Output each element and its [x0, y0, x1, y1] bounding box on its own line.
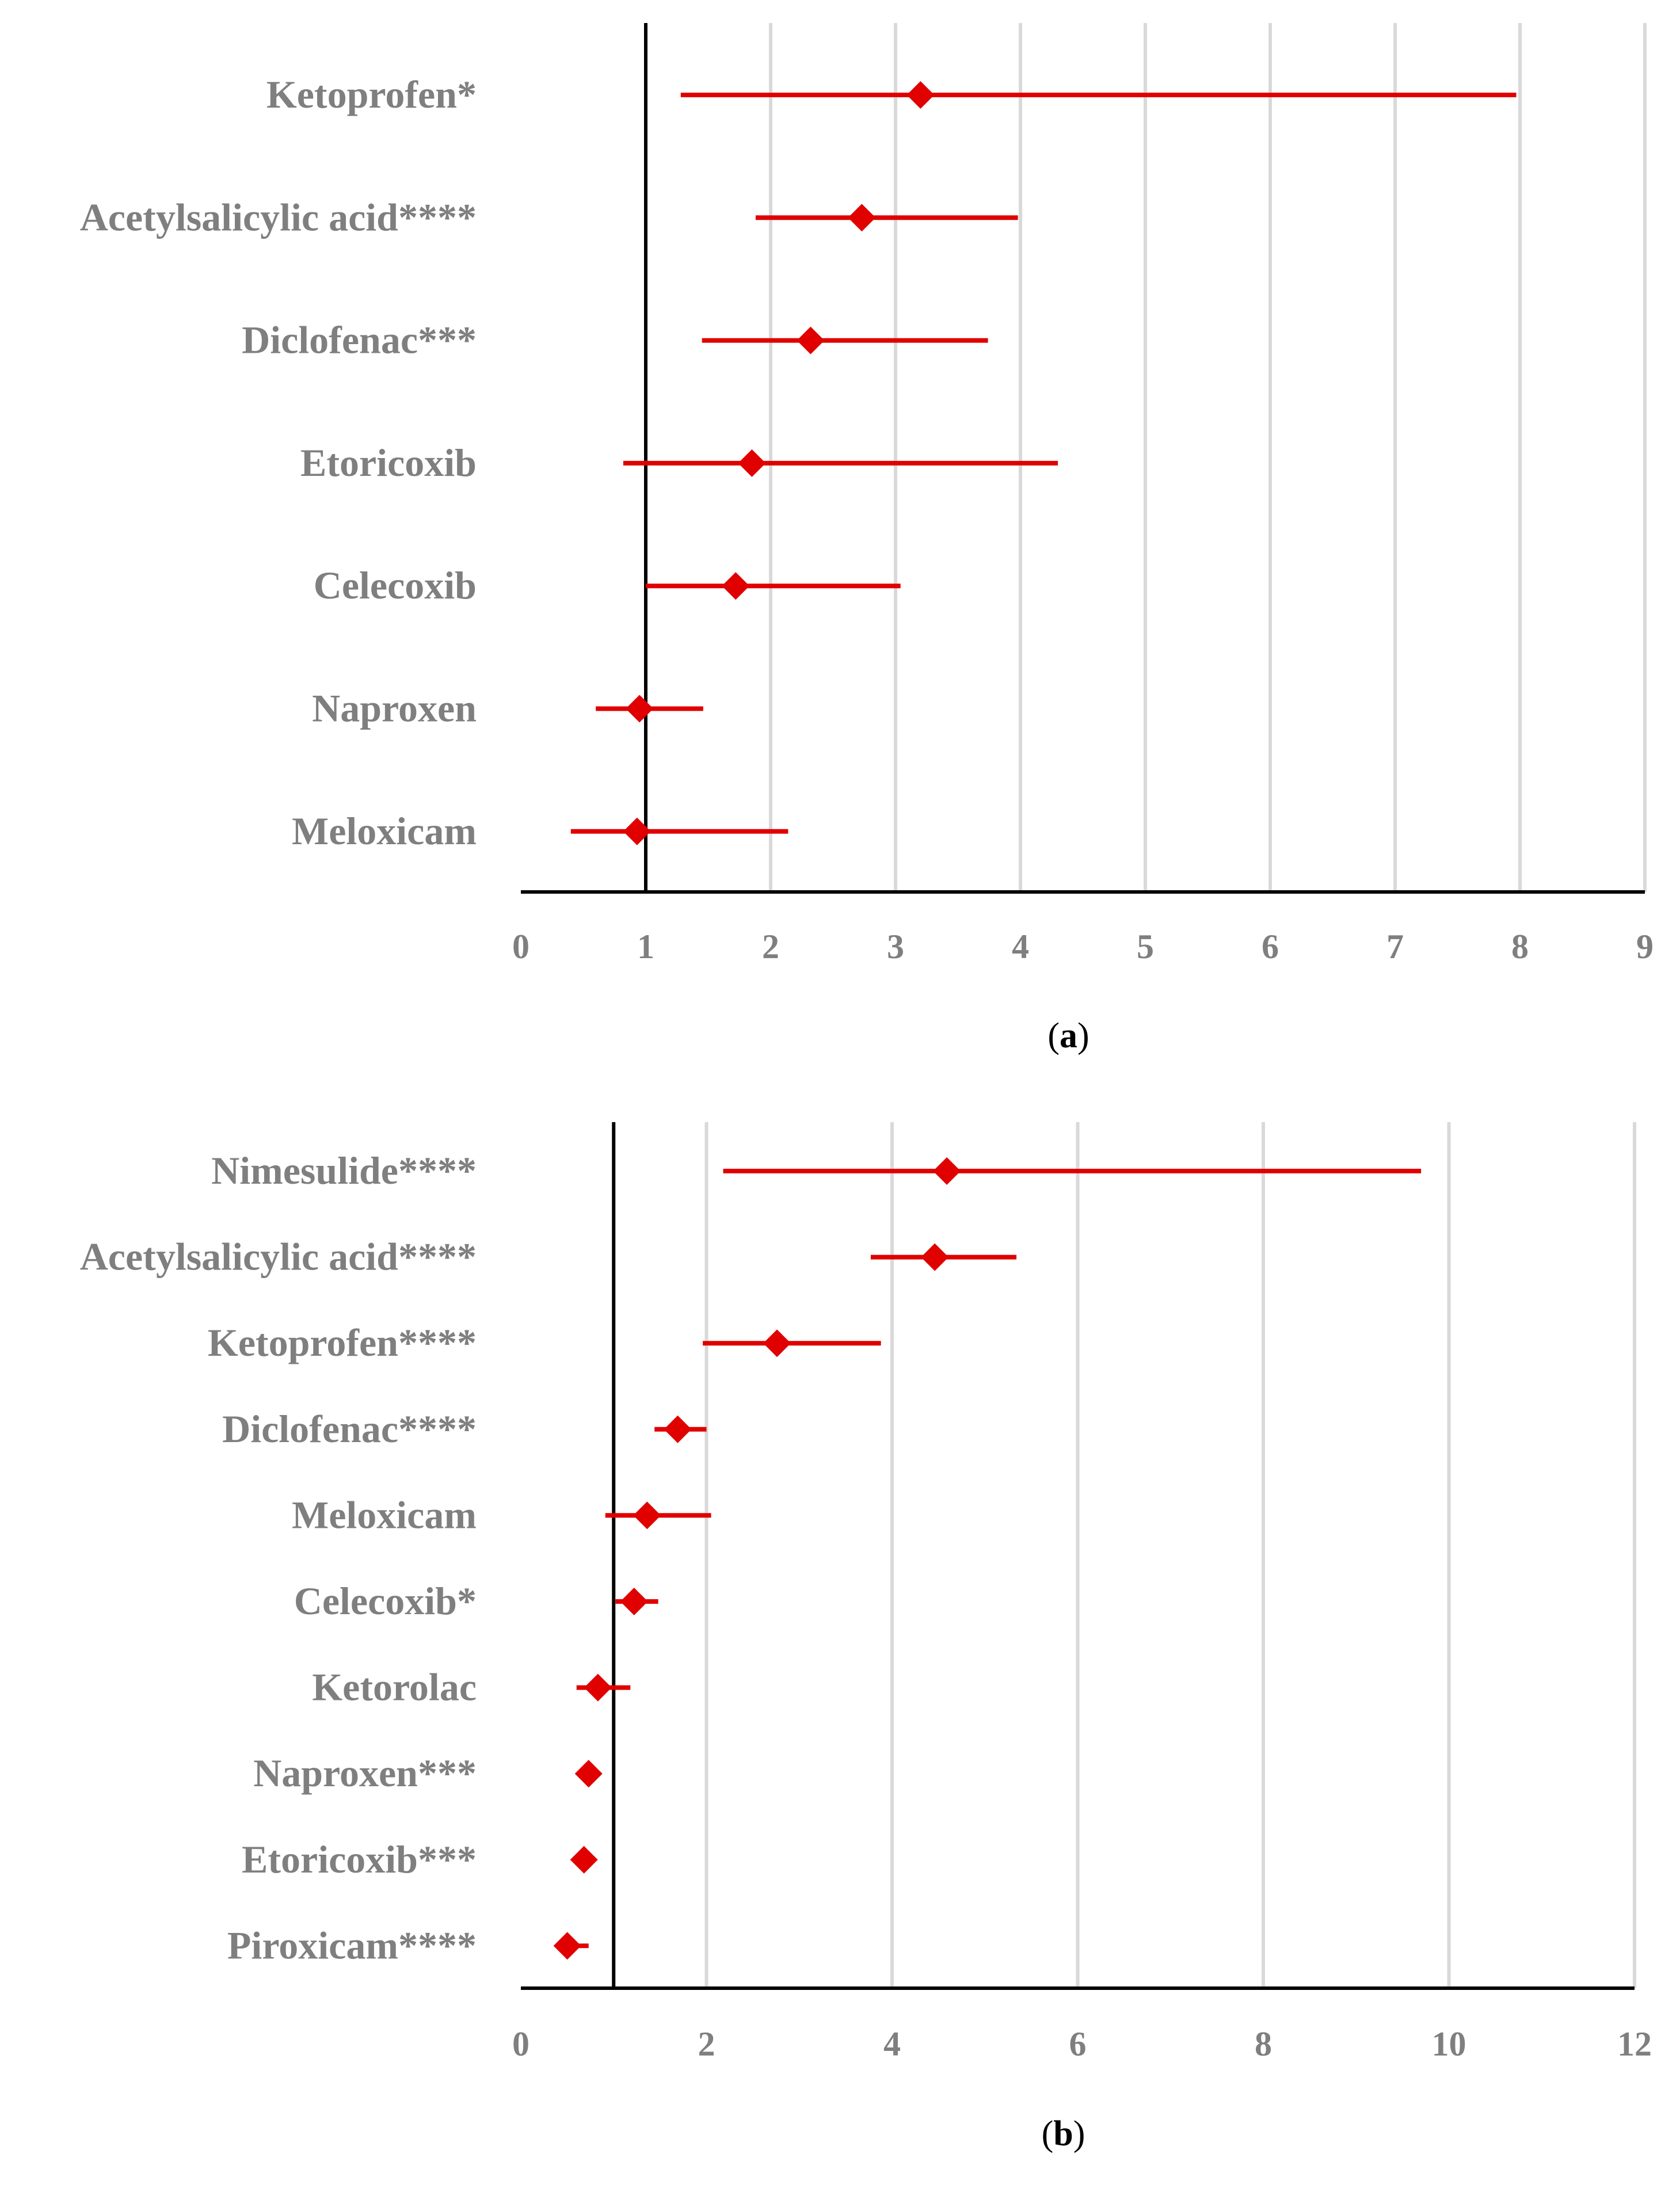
row-label-a-4: Celecoxib — [314, 563, 477, 607]
row-label-a-3: Etoricoxib — [300, 441, 477, 485]
row-label-b-0: Nimesulide**** — [211, 1149, 477, 1192]
x-tick-label-a-3: 3 — [887, 928, 904, 966]
row-label-a-5: Naproxen — [312, 687, 477, 730]
row-label-b-5: Celecoxib* — [294, 1579, 477, 1623]
x-tick-label-a-5: 5 — [1137, 928, 1154, 966]
x-tick-label-a-0: 0 — [512, 928, 529, 966]
point-estimate-b-0 — [933, 1157, 961, 1185]
row-label-b-7: Naproxen*** — [253, 1751, 477, 1795]
point-estimate-b-8 — [570, 1845, 598, 1874]
point-estimate-a-4 — [722, 572, 750, 600]
x-tick-label-a-6: 6 — [1262, 928, 1279, 966]
x-tick-label-b-2: 4 — [883, 2025, 901, 2063]
point-estimate-a-6 — [623, 817, 651, 845]
point-estimate-b-7 — [574, 1760, 603, 1788]
row-label-a-2: Diclofenac*** — [242, 318, 477, 362]
row-label-a-0: Ketoprofen* — [266, 73, 477, 116]
point-estimate-b-1 — [921, 1243, 949, 1271]
row-label-a-6: Meloxicam — [292, 809, 477, 853]
x-tick-label-b-3: 6 — [1069, 2025, 1087, 2063]
panel-b-chart: 0 2 4 6 8 10 12 Nimesulide**** Acetylsalicylic a… — [80, 1122, 1652, 2153]
row-label-a-1: Acetylsalicylic acid**** — [80, 195, 477, 239]
x-tick-label-b-0: 0 — [512, 2025, 529, 2063]
point-estimate-b-6 — [584, 1673, 612, 1702]
x-tick-label-a-8: 8 — [1511, 928, 1529, 966]
x-tick-label-b-6: 12 — [1617, 2025, 1652, 2063]
point-estimate-a-3 — [738, 449, 766, 477]
row-label-b-6: Ketorolac — [312, 1665, 477, 1709]
x-tick-label-a-2: 2 — [762, 928, 779, 966]
point-estimate-a-2 — [797, 326, 825, 354]
x-tick-label-b-4: 8 — [1255, 2025, 1272, 2063]
x-tick-label-b-5: 10 — [1432, 2025, 1466, 2063]
row-label-b-8: Etoricoxib*** — [242, 1837, 477, 1881]
x-tick-label-b-1: 2 — [698, 2025, 715, 2063]
row-label-b-9: Piroxicam**** — [227, 1923, 477, 1967]
point-estimate-b-3 — [664, 1415, 692, 1443]
point-estimate-a-5 — [626, 695, 654, 723]
row-label-b-4: Meloxicam — [292, 1493, 477, 1536]
x-tick-label-a-1: 1 — [637, 928, 654, 966]
point-estimate-a-0 — [906, 81, 935, 109]
row-label-b-1: Acetylsalicylic acid**** — [80, 1235, 477, 1279]
row-label-b-2: Ketoprofen**** — [208, 1321, 477, 1364]
point-estimate-b-4 — [633, 1501, 661, 1530]
x-tick-label-a-7: 7 — [1386, 928, 1404, 966]
point-estimate-b-5 — [620, 1588, 648, 1615]
row-label-b-3: Diclofenac**** — [222, 1407, 477, 1451]
panel-a-chart: 0 1 2 3 4 5 6 7 8 9 Ketoprofen* Acetylsalicylic aci… — [80, 23, 1654, 1055]
panel-caption-a: (a) — [1047, 1016, 1089, 1055]
point-estimate-a-1 — [848, 204, 876, 232]
panel-caption-b: (b) — [1042, 2114, 1085, 2153]
x-tick-label-a-4: 4 — [1012, 928, 1029, 966]
point-estimate-b-2 — [763, 1329, 791, 1357]
x-tick-label-a-9: 9 — [1636, 928, 1654, 966]
point-estimate-b-9 — [553, 1932, 581, 1960]
